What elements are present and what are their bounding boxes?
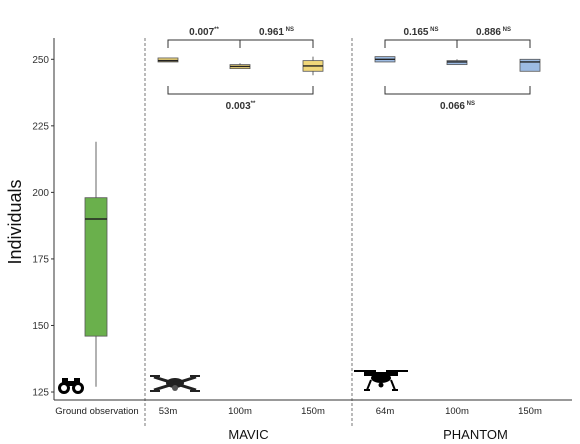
group-labels: MAVIC PHANTOM (228, 427, 507, 442)
box-2 (229, 63, 251, 70)
comparison-bracket (167, 86, 314, 95)
box-4 (374, 56, 396, 63)
comparison-1: 0.961 NS (239, 27, 314, 48)
comparison-p-value: 0.886 NS (476, 27, 511, 38)
comparison-p-value: 0.961 NS (259, 27, 294, 38)
box-1 (157, 57, 179, 63)
x-category-label: 150m (518, 406, 542, 417)
y-axis-label: Individuals (5, 179, 25, 264)
comparison-p-value: 0.165 NS (403, 27, 438, 38)
y-tick-label: 250 (32, 55, 49, 66)
box-6 (519, 58, 541, 72)
comparison-p-value: 0.066 NS (440, 101, 475, 112)
x-category-label: 64m (376, 406, 395, 417)
x-axis-labels: Ground observation 53m 100m 150m 64m 100m 150m (55, 406, 542, 417)
y-tick-label: 150 (32, 321, 49, 332)
box-body (84, 197, 108, 337)
comparison-5: 0.066 NS (384, 86, 531, 112)
comparison-significance: NS (429, 27, 439, 33)
boxes (84, 56, 541, 387)
comparison-4: 0.886 NS (456, 27, 531, 48)
comparison-significance: NS (284, 27, 294, 33)
comparison-significance: ** (251, 101, 256, 107)
x-category-label: 53m (159, 406, 178, 417)
group-label-mavic: MAVIC (228, 427, 268, 442)
x-category-label: Ground observation (55, 406, 138, 417)
y-tick-label: 125 (32, 388, 49, 399)
comparison-brackets: 0.007** 0.961 NS 0.003** 0.165 NS 0.886 NS 0.… (167, 27, 531, 112)
comparison-significance: ** (214, 27, 219, 33)
comparison-bracket (239, 39, 314, 48)
box-5 (446, 59, 468, 66)
box-body (519, 58, 541, 72)
y-tick-label: 225 (32, 121, 49, 132)
phantom-drone-icon (354, 370, 408, 391)
x-category-label: 150m (301, 406, 325, 417)
y-tick-label: 175 (32, 254, 49, 265)
comparison-p-value: 0.007** (189, 27, 219, 38)
x-category-label: 100m (445, 406, 469, 417)
comparison-2: 0.003** (167, 86, 314, 112)
comparison-bracket (384, 39, 458, 48)
y-tick-label: 200 (32, 188, 49, 199)
comparison-3: 0.165 NS (384, 27, 458, 48)
comparison-bracket (384, 86, 531, 95)
x-category-label: 100m (228, 406, 252, 417)
group-separators (144, 38, 353, 428)
comparison-significance: NS (501, 27, 511, 33)
axes (53, 38, 572, 401)
comparison-0: 0.007** (167, 27, 241, 48)
mavic-drone-icon (150, 375, 200, 392)
box-3 (302, 56, 324, 76)
comparison-bracket (167, 39, 241, 48)
comparison-significance: NS (465, 101, 475, 107)
y-axis-ticks: 125 150 175 200 225 250 (32, 55, 54, 399)
comparison-p-value: 0.003** (226, 101, 256, 112)
box-0 (84, 141, 108, 387)
binoculars-icon (58, 378, 84, 394)
group-label-phantom: PHANTOM (443, 427, 508, 442)
comparison-bracket (456, 39, 531, 48)
